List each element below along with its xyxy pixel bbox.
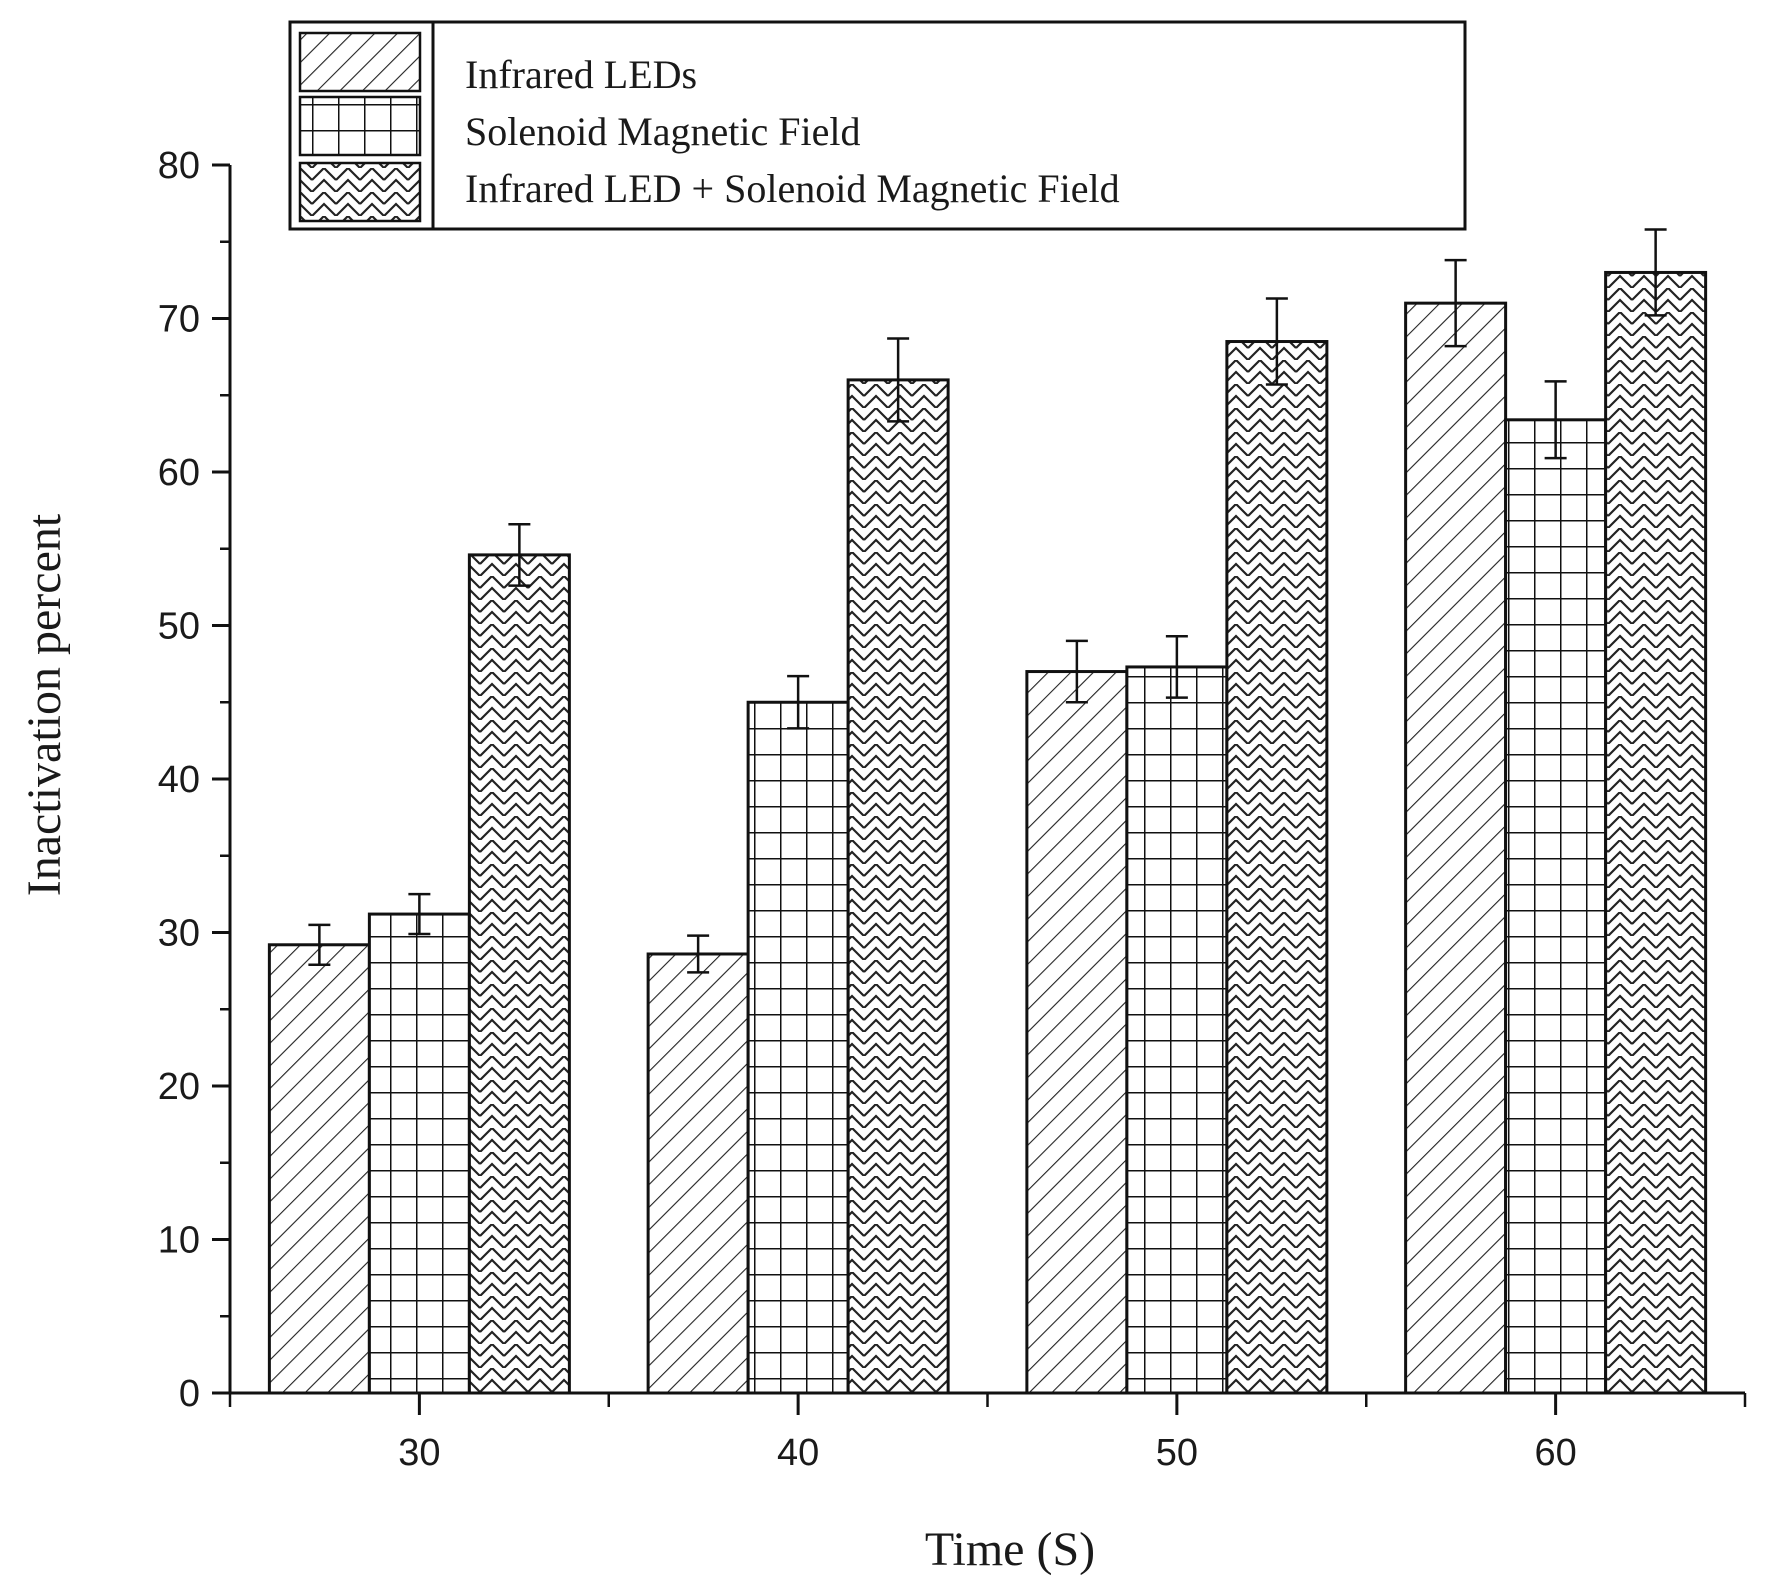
y-tick-label: 60 (158, 452, 200, 494)
y-tick-label: 80 (158, 145, 200, 187)
bar (467, 553, 571, 1395)
x-tick-label: 50 (1156, 1432, 1198, 1474)
x-axis-title: Time (S) (925, 1523, 1095, 1576)
y-tick-label: 40 (158, 759, 200, 801)
x-tick-label: 60 (1534, 1432, 1576, 1474)
legend-label-infrared-leds: Infrared LEDs (465, 52, 697, 97)
y-tick-label: 30 (158, 913, 200, 955)
y-tick-label: 0 (179, 1373, 200, 1415)
x-ticks: 30 40 50 60 (228, 1393, 1747, 1474)
bar (267, 943, 371, 1395)
legend-label-solenoid-magnetic-field: Solenoid Magnetic Field (465, 109, 861, 154)
bar (1125, 665, 1229, 1395)
y-tick-label: 10 (158, 1220, 200, 1262)
error-bars (308, 228, 1667, 974)
x-tick-label: 30 (398, 1432, 440, 1474)
legend-label-combined: Infrared LED + Solenoid Magnetic Field (465, 166, 1120, 211)
bar (746, 700, 850, 1395)
bar (367, 912, 471, 1395)
y-axis-title: Inactivation percent (18, 513, 71, 896)
bars (267, 270, 1708, 1395)
bar (1404, 301, 1508, 1395)
legend-swatch-infrared-leds (298, 31, 422, 93)
y-tick-label: 70 (158, 299, 200, 341)
bar (1025, 670, 1129, 1395)
bar (1225, 340, 1329, 1395)
y-tick-label: 50 (158, 606, 200, 648)
y-tick-label: 20 (158, 1066, 200, 1108)
y-ticks: 0 10 20 30 40 50 60 70 80 (158, 145, 230, 1415)
bar (846, 378, 950, 1395)
legend-swatch-combined (298, 161, 422, 223)
bar (646, 952, 750, 1395)
legend-swatch-solenoid-magnetic-field (298, 95, 422, 157)
bar (1504, 418, 1608, 1395)
legend: Infrared LEDs Solenoid Magnetic Field In… (288, 20, 1467, 231)
bar (1604, 270, 1708, 1395)
legend-frame (288, 20, 1467, 231)
x-tick-label: 40 (777, 1432, 819, 1474)
